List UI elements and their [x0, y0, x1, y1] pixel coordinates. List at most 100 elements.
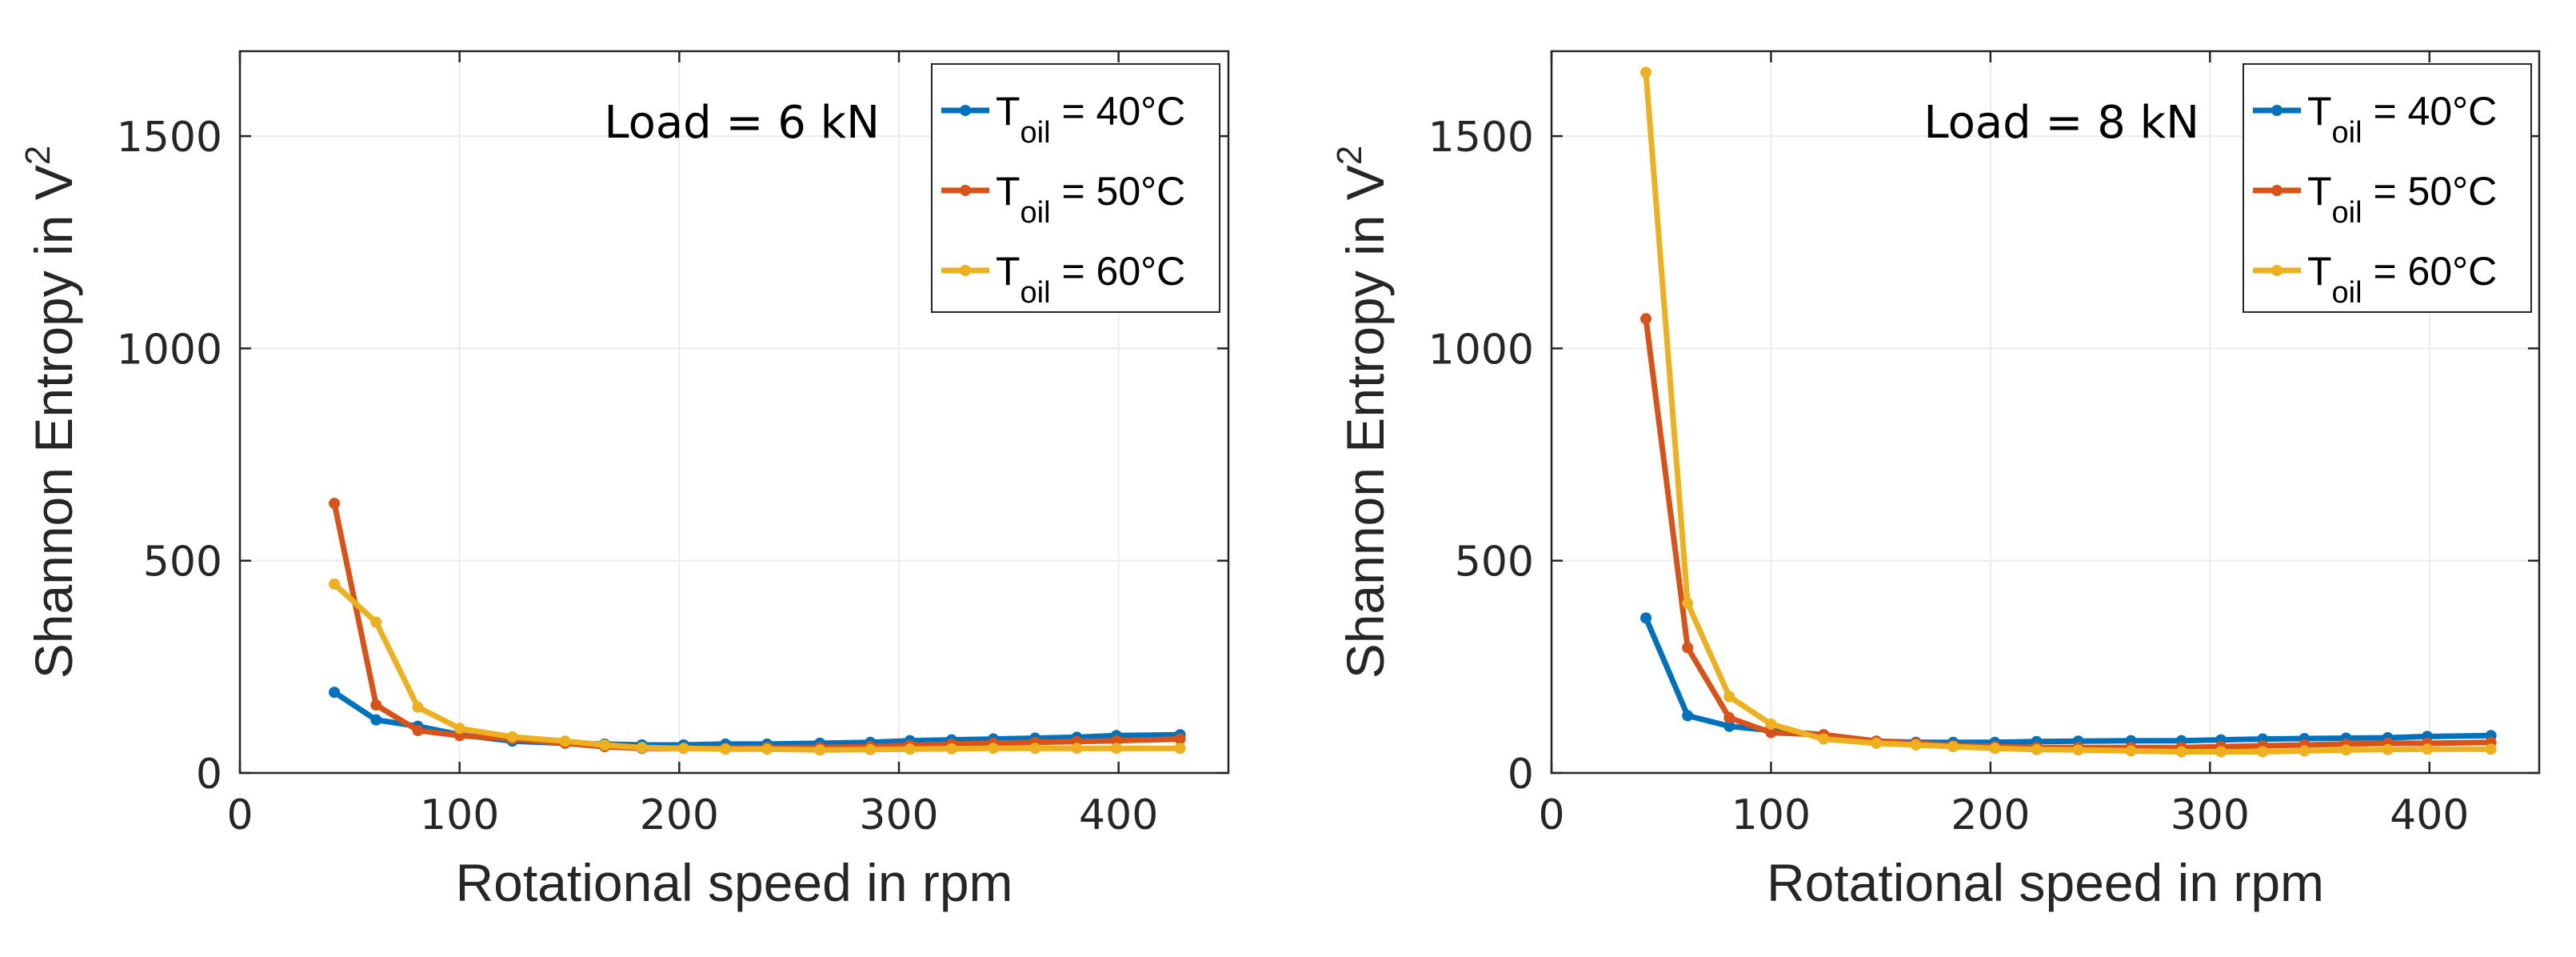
legend-label-sub: oil — [1020, 196, 1051, 230]
series-2 — [1640, 313, 2497, 754]
data-point — [1174, 733, 1186, 745]
data-point — [2298, 745, 2310, 757]
legend-label-sub: oil — [2332, 116, 2362, 150]
y-tick-label: 1000 — [1428, 326, 1534, 374]
legend-label: Toil = 50°C — [2307, 169, 2497, 230]
y-axis-label-superscript: 2 — [1330, 146, 1369, 165]
x-tick-label: 200 — [1951, 791, 2030, 839]
legend-label: Toil = 40°C — [996, 89, 1185, 150]
data-point — [2125, 745, 2137, 757]
x-tick-label: 100 — [1731, 791, 1811, 839]
data-point — [1818, 733, 1830, 745]
legend-marker — [2271, 265, 2282, 276]
legend-label: Toil = 50°C — [996, 169, 1185, 230]
data-point — [598, 739, 610, 751]
chart-panel-1: 0 100 200 300 400 0 500 1000 1500 Rotational spee… — [18, 50, 1230, 912]
y-axis-label-text: Shannon Entropy in V — [24, 165, 83, 679]
data-point — [677, 743, 689, 755]
data-point — [329, 578, 341, 590]
data-point — [2485, 743, 2497, 755]
data-point — [412, 724, 424, 736]
y-tick-label: 500 — [143, 539, 222, 587]
legend-label-sub: oil — [1020, 116, 1051, 150]
y-axis-label: Shannon Entropy in V2 — [1330, 146, 1395, 679]
data-point — [2382, 743, 2394, 755]
data-point — [2031, 743, 2043, 755]
data-point — [945, 743, 957, 755]
data-point — [761, 743, 773, 755]
data-point — [329, 498, 341, 510]
y-axis-label-superscript: 2 — [18, 146, 58, 165]
data-point — [1723, 720, 1735, 732]
data-point — [370, 616, 382, 628]
data-point — [636, 742, 648, 754]
data-point — [1871, 737, 1883, 749]
legend-label-value: = 60°C — [1051, 249, 1186, 294]
legend-label-base: T — [996, 169, 1020, 214]
data-point — [2175, 746, 2187, 758]
legend-marker — [960, 185, 971, 196]
series-3 — [1640, 66, 2497, 758]
data-point — [1110, 743, 1122, 755]
y-axis-label: Shannon Entropy in V2 — [18, 146, 83, 679]
legend-marker — [960, 105, 971, 116]
data-point — [559, 735, 571, 747]
data-point — [988, 743, 1000, 755]
legend-marker — [2271, 185, 2282, 196]
data-point — [453, 723, 465, 735]
data-point — [1682, 597, 1694, 609]
data-point — [814, 744, 826, 756]
y-axis-label-text: Shannon Entropy in V — [1336, 165, 1395, 679]
data-point — [1989, 743, 2001, 755]
series-line — [1643, 72, 2491, 755]
x-tick-label: 400 — [1079, 791, 1158, 839]
legend-label-value: = 40°C — [1051, 89, 1186, 134]
y-tick-label: 1500 — [117, 114, 222, 162]
legend-label-sub: oil — [2332, 276, 2362, 310]
y-tick-label: 500 — [1455, 539, 1534, 587]
series-line — [1643, 318, 2491, 751]
legend-marker — [960, 265, 971, 276]
data-point — [1910, 739, 1922, 751]
x-tick-label: 300 — [2171, 791, 2250, 839]
legend-label-base: T — [2307, 169, 2332, 214]
axes-box — [1550, 50, 2541, 775]
data-point — [1765, 727, 1777, 739]
x-tick-label: 200 — [640, 791, 719, 839]
data-point — [1723, 712, 1735, 724]
data-point — [329, 687, 341, 699]
data-point — [2422, 743, 2434, 755]
legend-label-value: = 40°C — [2362, 89, 2498, 134]
data-point — [2215, 746, 2227, 758]
y-tick-label: 1500 — [1428, 114, 1534, 162]
legend-label-base: T — [2307, 89, 2332, 134]
legend-label-sub: oil — [1020, 276, 1051, 310]
data-point — [1029, 743, 1041, 755]
data-point — [865, 743, 877, 755]
series-3 — [329, 578, 1186, 756]
data-point — [1682, 642, 1694, 654]
data-point — [1723, 691, 1735, 703]
x-tick-label: 400 — [2390, 791, 2469, 839]
legend-label: Toil = 60°C — [2307, 249, 2497, 310]
load-annotation: Load = 6 kN — [604, 97, 880, 149]
data-point — [370, 699, 382, 711]
y-tick-label: 0 — [1508, 751, 1534, 799]
data-point — [1071, 743, 1083, 755]
data-point — [1640, 66, 1652, 78]
data-point — [2072, 744, 2084, 756]
legend-label-base: T — [996, 89, 1020, 134]
data-point — [2340, 744, 2352, 756]
data-point — [1174, 743, 1186, 755]
data-point — [370, 714, 382, 726]
legend-label-value: = 50°C — [2362, 169, 2498, 214]
x-tick-label: 300 — [859, 791, 938, 839]
x-tick-label: 100 — [420, 791, 499, 839]
data-point — [2257, 746, 2269, 758]
x-tick-label: 0 — [1538, 791, 1564, 839]
data-point — [1682, 710, 1694, 722]
legend-label-value: = 60°C — [2362, 249, 2498, 294]
